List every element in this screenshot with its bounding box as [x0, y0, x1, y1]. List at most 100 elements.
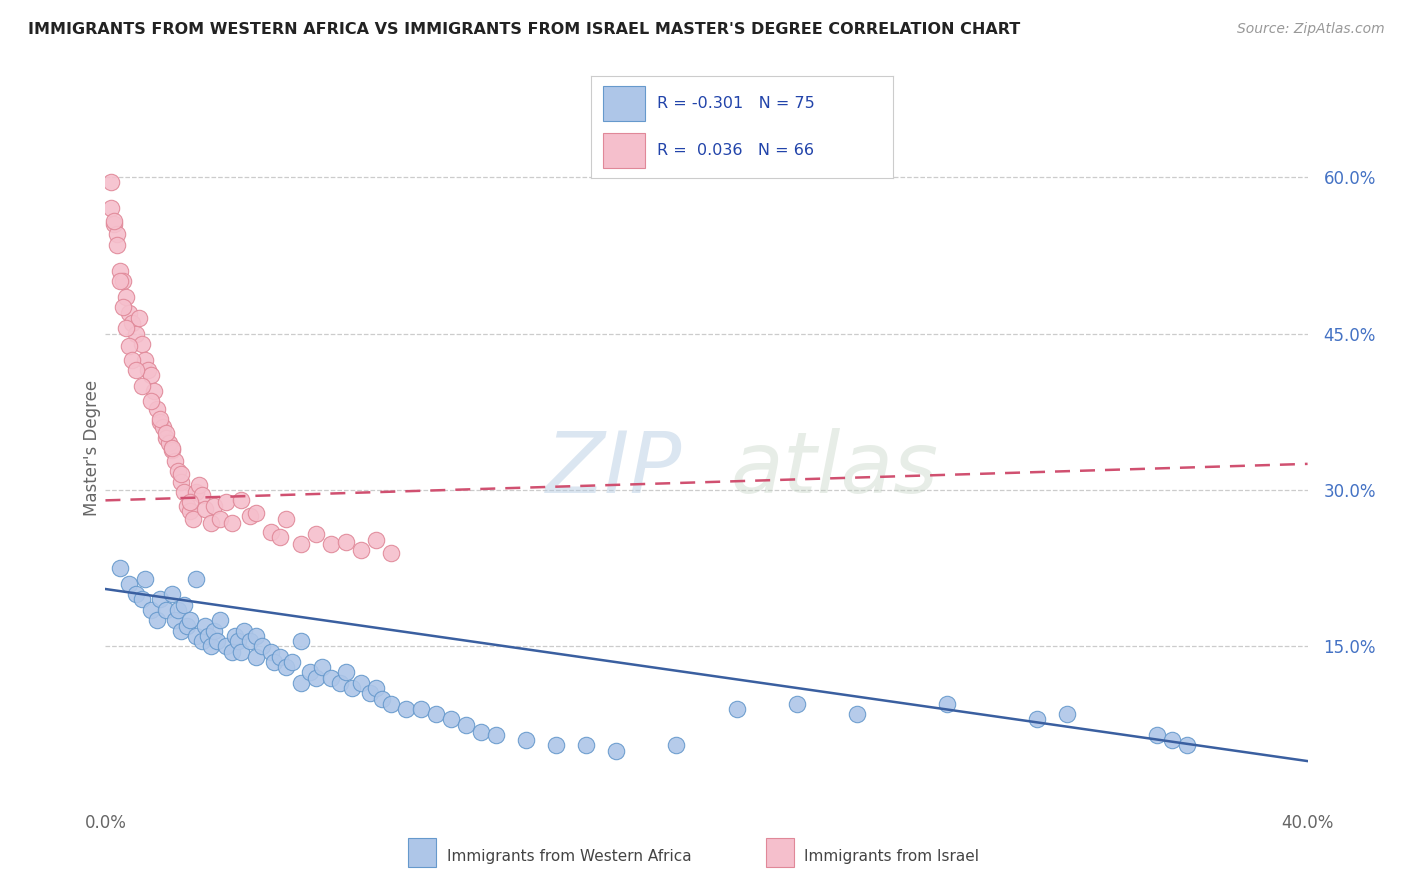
Point	[155, 425, 177, 440]
Point	[124, 587, 146, 601]
Point	[145, 613, 167, 627]
Point	[128, 310, 150, 325]
Point	[263, 655, 285, 669]
Point	[124, 363, 146, 377]
Point	[131, 378, 153, 392]
Point	[515, 733, 537, 747]
Point	[184, 629, 207, 643]
Point	[145, 401, 167, 416]
Point	[107, 227, 129, 242]
Point	[160, 443, 183, 458]
Point	[380, 545, 402, 559]
Point	[1026, 712, 1049, 726]
Point	[139, 368, 162, 383]
Bar	[408, 838, 436, 867]
Point	[194, 618, 217, 632]
Point	[239, 634, 262, 648]
Text: R =  0.036   N = 66: R = 0.036 N = 66	[657, 144, 814, 158]
Point	[121, 352, 143, 367]
Point	[245, 649, 267, 664]
Point	[226, 634, 249, 648]
Point	[214, 640, 236, 654]
Point	[364, 681, 387, 695]
Bar	[766, 838, 794, 867]
Point	[229, 493, 252, 508]
Point	[205, 634, 228, 648]
Point	[208, 512, 231, 526]
Point	[184, 485, 207, 500]
Point	[380, 697, 402, 711]
Point	[118, 576, 141, 591]
Point	[124, 326, 146, 341]
Point	[121, 316, 143, 330]
Text: IMMIGRANTS FROM WESTERN AFRICA VS IMMIGRANTS FROM ISRAEL MASTER'S DEGREE CORRELA: IMMIGRANTS FROM WESTERN AFRICA VS IMMIGR…	[28, 22, 1021, 37]
Point	[214, 495, 236, 509]
Point	[160, 442, 183, 456]
Point	[163, 613, 186, 627]
Point	[202, 624, 225, 638]
Point	[409, 702, 432, 716]
Point	[364, 533, 387, 547]
Point	[187, 477, 209, 491]
Point	[786, 697, 808, 711]
Point	[139, 603, 162, 617]
Point	[305, 671, 328, 685]
Point	[319, 537, 342, 551]
Point	[169, 475, 191, 489]
Text: atlas: atlas	[731, 428, 939, 511]
Point	[148, 412, 170, 426]
Point	[157, 436, 180, 450]
Point	[179, 613, 201, 627]
Point	[845, 707, 868, 722]
Point	[142, 384, 165, 398]
Point	[440, 712, 463, 726]
Point	[245, 629, 267, 643]
Text: Immigrants from Western Africa: Immigrants from Western Africa	[447, 849, 692, 863]
Point	[179, 504, 201, 518]
Point	[169, 624, 191, 638]
Point	[269, 649, 291, 664]
Point	[454, 717, 477, 731]
Point	[260, 644, 283, 658]
Point	[112, 301, 135, 315]
Text: Immigrants from Israel: Immigrants from Israel	[804, 849, 979, 863]
Point	[131, 592, 153, 607]
Point	[329, 676, 352, 690]
Point	[107, 238, 129, 252]
Point	[605, 744, 627, 758]
Point	[115, 290, 138, 304]
Point	[350, 543, 373, 558]
Point	[335, 535, 357, 549]
Point	[118, 306, 141, 320]
Point	[290, 676, 312, 690]
Point	[184, 572, 207, 586]
Point	[221, 644, 243, 658]
Point	[194, 501, 217, 516]
Point	[200, 516, 222, 531]
Point	[298, 665, 321, 680]
Point	[425, 707, 447, 722]
Point	[176, 499, 198, 513]
Point	[281, 655, 304, 669]
Point	[134, 572, 156, 586]
Point	[1056, 707, 1078, 722]
Point	[100, 175, 122, 189]
Point	[340, 681, 363, 695]
Point	[311, 660, 333, 674]
Point	[155, 603, 177, 617]
Point	[250, 640, 273, 654]
Point	[163, 454, 186, 468]
Point	[319, 671, 342, 685]
Point	[936, 697, 959, 711]
Point	[179, 495, 201, 509]
Point	[470, 724, 492, 739]
Point	[575, 739, 598, 753]
Point	[290, 537, 312, 551]
Point	[155, 431, 177, 445]
Point	[112, 274, 135, 288]
Point	[269, 530, 291, 544]
Point	[1175, 739, 1198, 753]
Point	[103, 214, 125, 228]
Text: Source: ZipAtlas.com: Source: ZipAtlas.com	[1237, 22, 1385, 37]
Text: ZIP: ZIP	[546, 428, 682, 511]
